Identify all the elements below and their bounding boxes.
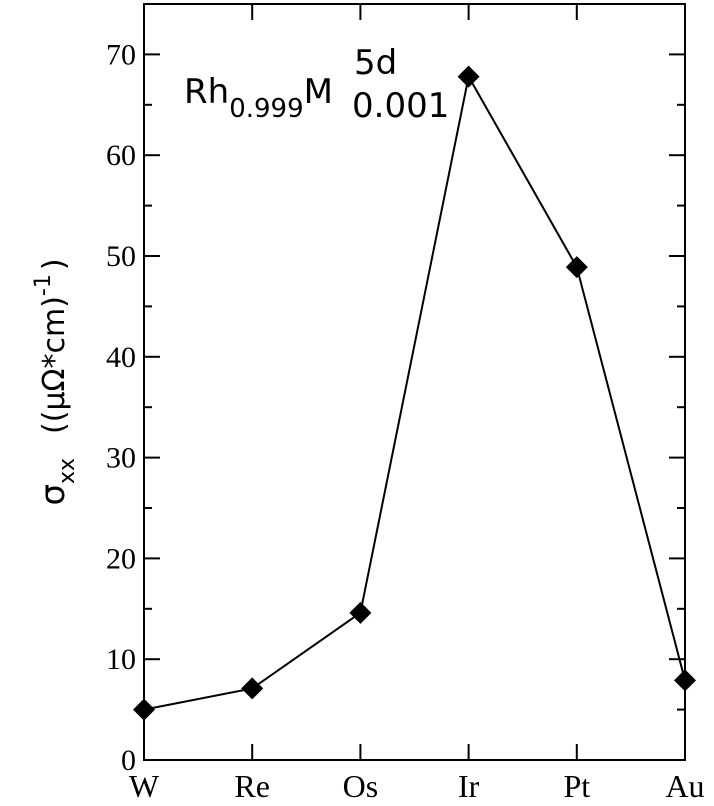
x-category-label: Au <box>665 768 704 804</box>
plot-frame <box>143 3 686 761</box>
y-tick-label: 40 <box>106 341 136 374</box>
x-category-label: Os <box>343 768 379 804</box>
annotation-base: Rh <box>184 72 229 112</box>
annotation-base-sub: 0.999 <box>229 94 303 124</box>
x-category-label: W <box>129 768 160 804</box>
y-tick-label: 60 <box>106 139 136 172</box>
x-category-label: Ir <box>458 768 480 804</box>
x-tick-labels: W Re Os Ir Pt Au <box>129 768 705 804</box>
y-tick-label: 50 <box>106 240 136 273</box>
y-tick-label: 70 <box>106 38 136 71</box>
annotation-dopant-sup: 5d <box>354 43 397 83</box>
y-tick-labels: 0 10 20 30 40 50 60 70 <box>106 38 136 777</box>
data-point <box>241 677 264 700</box>
y-tick-label: 10 <box>106 643 136 676</box>
series-group <box>133 65 696 721</box>
data-point <box>565 256 588 279</box>
y-tick-label: 30 <box>106 442 136 475</box>
data-point <box>349 601 372 624</box>
axis-ticks <box>143 4 686 761</box>
composition-annotation: Rh0.999M <box>184 72 333 124</box>
annotation-dopant: M <box>304 72 333 112</box>
x-category-label: Re <box>234 768 270 804</box>
y-label-unit-sup: -1 <box>31 274 56 296</box>
y-label-symbol: σ <box>33 484 73 506</box>
data-point <box>133 698 155 721</box>
y-label-unit-open: ((μΩ*cm) <box>37 296 72 434</box>
x-category-label: Pt <box>563 768 590 804</box>
y-tick-label: 0 <box>121 744 136 777</box>
data-point <box>674 669 696 692</box>
y-label-subscript: xx <box>55 458 80 484</box>
y-axis-label: σxx ((μΩ*cm)-1) <box>31 258 80 505</box>
series-line <box>143 73 686 711</box>
y-label-unit-close: ) <box>37 258 72 270</box>
y-tick-label: 20 <box>106 542 136 575</box>
data-point <box>457 65 480 88</box>
annotation-dopant-sub: 0.001 <box>352 86 449 126</box>
